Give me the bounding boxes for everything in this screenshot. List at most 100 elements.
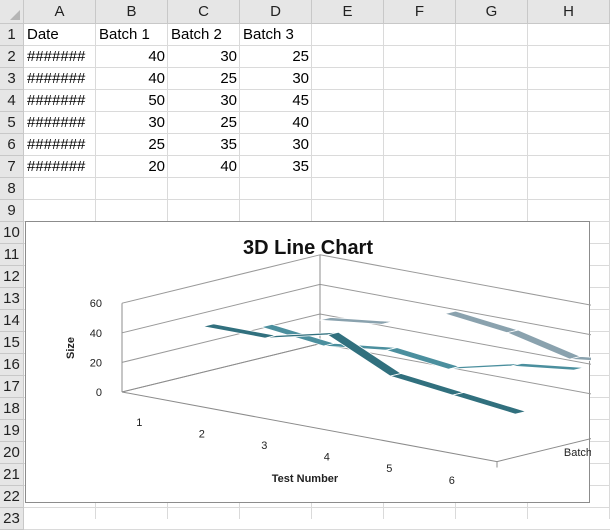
cell-d3[interactable]: 30 [292, 70, 309, 87]
y-tick-label: 60 [90, 298, 102, 310]
row-header-23[interactable]: 23 [0, 508, 24, 530]
gridline-horizontal [24, 45, 610, 46]
cell-d5[interactable]: 40 [292, 114, 309, 131]
row-header-19[interactable]: 19 [0, 420, 24, 442]
cell-b7[interactable]: 20 [148, 158, 165, 175]
x-tick-label: 6 [449, 475, 455, 487]
x-axis-ticks: 1 2 3 4 5 6 [136, 417, 455, 487]
row-header-7[interactable]: 7 [0, 156, 24, 178]
column-header-h[interactable]: H [528, 0, 610, 24]
row-header-6[interactable]: 6 [0, 134, 24, 156]
row-header-14[interactable]: 14 [0, 310, 24, 332]
gridline-horizontal [24, 507, 610, 508]
row-header-2[interactable]: 2 [0, 46, 24, 68]
row-header-1[interactable]: 1 [0, 24, 24, 46]
y-axis-title: Size [65, 337, 77, 359]
row-header-5[interactable]: 5 [0, 112, 24, 134]
row-header-10[interactable]: 10 [0, 222, 24, 244]
cell-a3[interactable]: ####### [27, 70, 86, 87]
row-header-16[interactable]: 16 [0, 354, 24, 376]
x-tick-label: 4 [324, 452, 330, 464]
cell-d7[interactable]: 35 [292, 158, 309, 175]
cell-a4[interactable]: ####### [27, 92, 86, 109]
cell-c4[interactable]: 30 [220, 92, 237, 109]
cell-c3[interactable]: 25 [220, 70, 237, 87]
column-header-g[interactable]: G [456, 0, 528, 24]
cell-a2[interactable]: ####### [27, 48, 86, 65]
row-header-21[interactable]: 21 [0, 464, 24, 486]
row-header-4[interactable]: 4 [0, 90, 24, 112]
row-header-18[interactable]: 18 [0, 398, 24, 420]
series-segment-batch-3 [569, 356, 591, 361]
cell-c2[interactable]: 30 [220, 48, 237, 65]
row-header-22[interactable]: 22 [0, 486, 24, 508]
cell-c6[interactable]: 35 [220, 136, 237, 153]
series-segment-batch-3 [382, 310, 456, 325]
row-header-15[interactable]: 15 [0, 332, 24, 354]
column-header-c[interactable]: C [168, 0, 240, 24]
chart-canvas: 3D Line Chart 0 20 40 60 1 2 3 4 5 6 Batch 1Batc… [65, 237, 591, 487]
cell-b6[interactable]: 25 [148, 136, 165, 153]
cell-c7[interactable]: 40 [220, 158, 237, 175]
gridline-back-wall [319, 283, 591, 336]
cell-a7[interactable]: ####### [27, 158, 86, 175]
y-tick-label: 20 [90, 357, 102, 369]
x-tick-label: 3 [261, 440, 267, 452]
series-segment-batch-3 [505, 329, 582, 360]
series-layer [202, 310, 591, 415]
gridline-horizontal [24, 89, 610, 90]
y-axis-ticks: 0 20 40 60 [90, 298, 102, 399]
floor-right-edge [496, 438, 591, 463]
y-tick-label: 0 [96, 387, 102, 399]
cell-c1[interactable]: Batch 2 [171, 26, 222, 43]
column-header-b[interactable]: B [96, 0, 168, 24]
row-header-20[interactable]: 20 [0, 442, 24, 464]
row-header-8[interactable]: 8 [0, 178, 24, 200]
column-header-e[interactable]: E [312, 0, 384, 24]
gridline-side-wall [121, 283, 321, 334]
gridline-horizontal [24, 177, 610, 178]
column-header-a[interactable]: A [24, 0, 96, 24]
cell-b2[interactable]: 40 [148, 48, 165, 65]
gridline-back-wall [319, 343, 591, 395]
x-tick-label: 1 [136, 417, 142, 429]
series-segment-batch-1 [388, 373, 466, 396]
cell-d4[interactable]: 45 [292, 92, 309, 109]
row-header-3[interactable]: 3 [0, 68, 24, 90]
row-header-17[interactable]: 17 [0, 376, 24, 398]
column-header-d[interactable]: D [240, 0, 312, 24]
gridline-side-wall [121, 313, 321, 363]
row-header-12[interactable]: 12 [0, 266, 24, 288]
gridline-horizontal [24, 199, 610, 200]
series-segment-batch-1 [326, 331, 403, 377]
cell-a5[interactable]: ####### [27, 114, 86, 131]
row-header-11[interactable]: 11 [0, 244, 24, 266]
row-header-13[interactable]: 13 [0, 288, 24, 310]
column-header-f[interactable]: F [384, 0, 456, 24]
gridline-horizontal [24, 67, 610, 68]
chart-walls [121, 254, 591, 468]
cell-d6[interactable]: 30 [292, 136, 309, 153]
x-tick-label: 2 [199, 428, 205, 440]
series-segment-batch-2 [448, 362, 523, 370]
cell-d1[interactable]: Batch 3 [243, 26, 294, 43]
cell-b1[interactable]: Batch 1 [99, 26, 150, 43]
select-all-corner[interactable] [0, 0, 24, 24]
floor-left-edge [121, 343, 321, 393]
row-header-9[interactable]: 9 [0, 200, 24, 222]
cell-b3[interactable]: 40 [148, 70, 165, 87]
gridline-horizontal [24, 111, 610, 112]
cell-d2[interactable]: 25 [292, 48, 309, 65]
cell-c5[interactable]: 25 [220, 114, 237, 131]
3d-line-chart[interactable]: 3D Line Chart 0 20 40 60 1 2 3 4 5 6 Batch 1Batc… [25, 221, 591, 503]
cell-b4[interactable]: 50 [148, 92, 165, 109]
series-segment-batch-2 [511, 362, 585, 371]
cell-a1[interactable]: Date [27, 26, 59, 43]
cell-b5[interactable]: 30 [148, 114, 165, 131]
gridline-back-wall [319, 254, 591, 306]
x-axis-title: Test Number [272, 473, 339, 485]
gridline-horizontal [24, 133, 610, 134]
cell-a6[interactable]: ####### [27, 136, 86, 153]
